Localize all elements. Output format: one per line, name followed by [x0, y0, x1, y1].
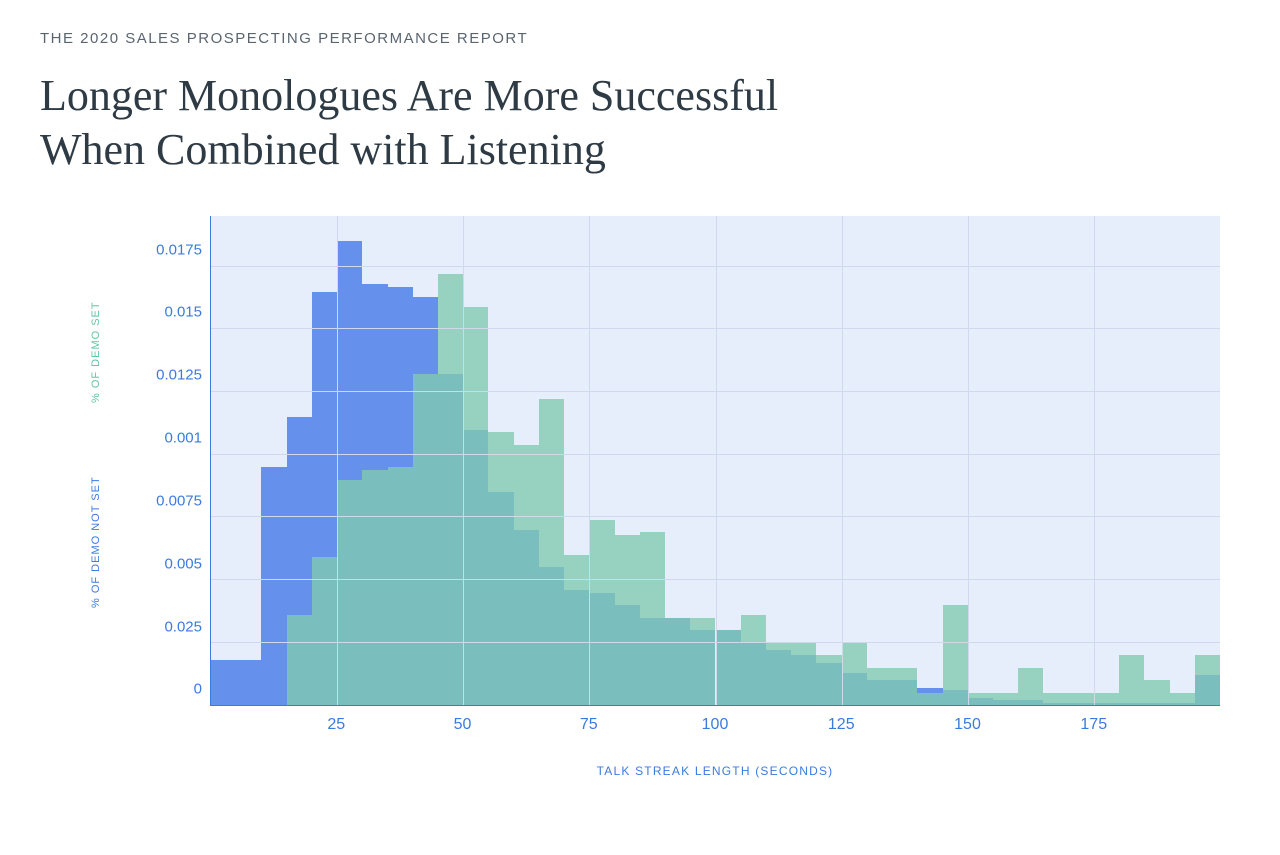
bar-set: [1069, 693, 1094, 706]
bar-set: [438, 274, 463, 705]
gridline-v: [842, 216, 843, 705]
bar-set: [1195, 655, 1220, 705]
x-tick-label: 150: [954, 716, 981, 734]
x-axis-label: TALK STREAK LENGTH (SECONDS): [210, 764, 1220, 778]
bar-set: [589, 520, 614, 706]
plot-area: [210, 216, 1220, 706]
y-tick-label: 0.0125: [132, 367, 202, 384]
bar-set: [1094, 693, 1119, 706]
y-tick-label: 0: [132, 681, 202, 698]
report-eyebrow: THE 2020 SALES PROSPECTING PERFORMANCE R…: [40, 30, 1240, 47]
bar-set: [842, 643, 867, 706]
x-tick-label: 25: [327, 716, 345, 734]
x-tick-label: 125: [828, 716, 855, 734]
bar-set: [1119, 655, 1144, 705]
y-tick-label: 0.015: [132, 304, 202, 321]
bar-set: [615, 535, 640, 706]
bar-set: [640, 532, 665, 705]
x-tick-label: 100: [702, 716, 729, 734]
bar-set: [690, 618, 715, 706]
gridline-v: [968, 216, 969, 705]
bar-set: [564, 555, 589, 705]
ylabel-demo-set: % OF DEMO SET: [90, 301, 102, 403]
y-tick-label: 0.0075: [132, 492, 202, 509]
gridline-v: [1094, 216, 1095, 705]
bar-set: [968, 693, 993, 706]
page-title: Longer Monologues Are More Successful Wh…: [40, 69, 1240, 176]
title-line-2: When Combined with Listening: [40, 125, 606, 174]
bar-set: [791, 643, 816, 706]
y-tick-label: 0.025: [132, 618, 202, 635]
x-tick-label: 175: [1080, 716, 1107, 734]
y-tick-label: 0.005: [132, 555, 202, 572]
bar-set: [816, 655, 841, 705]
ylabel-demo-not-set: % OF DEMO NOT SET: [90, 477, 102, 609]
bar-set: [362, 470, 387, 706]
bar-set: [1144, 680, 1169, 705]
x-tick-label: 50: [454, 716, 472, 734]
bar-set: [539, 399, 564, 705]
bar-set: [867, 668, 892, 706]
y-tick-label: 0.001: [132, 430, 202, 447]
bar-set: [514, 445, 539, 706]
histogram-chart: % OF DEMO SET % OF DEMO NOT SET 00.0250.…: [150, 216, 1220, 786]
gridline-v: [716, 216, 717, 705]
x-tick-label: 75: [580, 716, 598, 734]
bar-set: [388, 467, 413, 705]
bar-set: [665, 618, 690, 706]
bar-set: [287, 615, 312, 705]
gridline-v: [337, 216, 338, 705]
bar-set: [488, 432, 513, 705]
gridline-v: [589, 216, 590, 705]
bar-set: [413, 374, 438, 705]
bar-set: [892, 668, 917, 706]
bar-set: [943, 605, 968, 705]
bar-set: [1043, 693, 1068, 706]
bar-set: [917, 693, 942, 706]
bar-set: [741, 615, 766, 705]
y-axis-labels: % OF DEMO SET % OF DEMO NOT SET: [90, 216, 110, 706]
bar-set: [463, 307, 488, 706]
bar-set: [1170, 693, 1195, 706]
gridline-v: [463, 216, 464, 705]
bar-set: [993, 693, 1018, 706]
bar-set: [766, 643, 791, 706]
y-tick-label: 0.0175: [132, 241, 202, 258]
bar-set: [337, 480, 362, 706]
bar-set: [1018, 668, 1043, 706]
title-line-1: Longer Monologues Are More Successful: [40, 71, 778, 120]
